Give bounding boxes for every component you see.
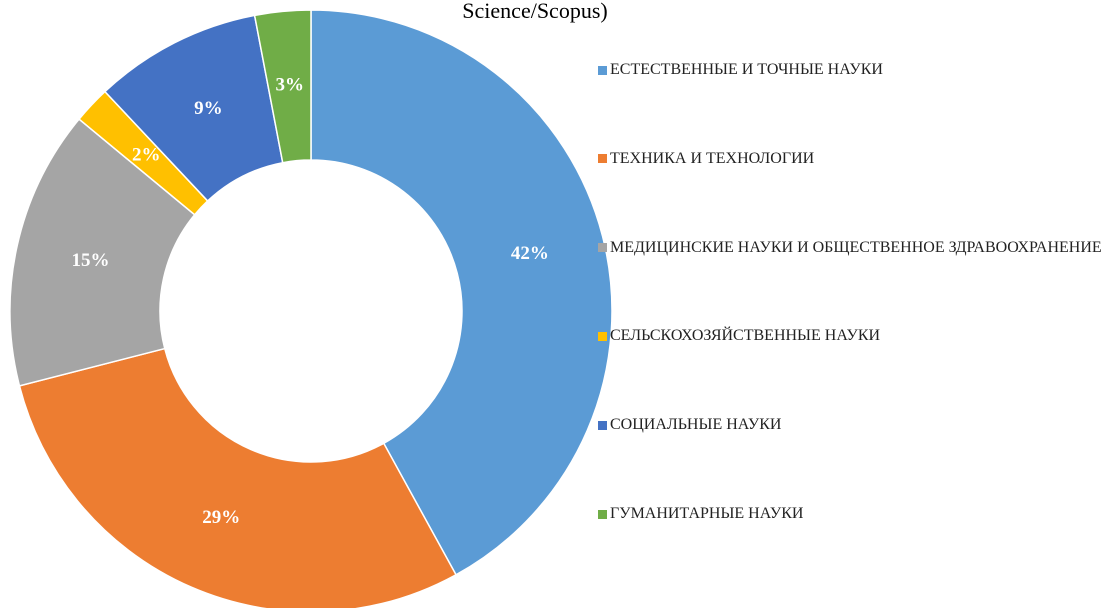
data-label: 9% xyxy=(194,98,223,119)
legend-item: МЕДИЦИНСКИЕ НАУКИ И ОБЩЕСТВЕННОЕ ЗДРАВОО… xyxy=(598,239,1117,257)
chart-title: Science/Scopus) xyxy=(462,0,607,23)
legend-swatch xyxy=(598,509,607,519)
data-label: 42% xyxy=(511,243,549,264)
legend-label: СОЦИАЛЬНЫЕ НАУКИ xyxy=(610,416,782,434)
data-label: 15% xyxy=(71,250,109,271)
legend-label: ЕСТЕСТВЕННЫЕ И ТОЧНЫЕ НАУКИ xyxy=(610,61,883,78)
slice xyxy=(253,9,312,164)
legend-swatch xyxy=(598,420,607,430)
data-label: 3% xyxy=(275,74,304,95)
data-label: 29% xyxy=(202,507,240,528)
legend-swatch xyxy=(598,65,607,75)
legend-label: МЕДИЦИНСКИЕ НАУКИ И ОБЩЕСТВЕННОЕ ЗДРАВОО… xyxy=(610,238,1102,256)
legend-item: СЕЛЬСКОХОЗЯЙСТВЕННЫЕ НАУКИ xyxy=(598,327,1117,345)
legend-label: ГУМАНИТАРНЫЕ НАУКИ xyxy=(610,505,804,522)
legend-item: СОЦИАЛЬНЫЕ НАУКИ xyxy=(598,416,1117,434)
slice xyxy=(18,347,458,608)
legend-label: ТЕХНИКА И ТЕХНОЛОГИИ xyxy=(610,149,815,167)
slice xyxy=(9,118,196,387)
slice xyxy=(310,9,613,576)
legend-item: ГУМАНИТАРНЫЕ НАУКИ xyxy=(598,505,1117,523)
data-label: 2% xyxy=(132,145,161,166)
legend-swatch xyxy=(598,243,607,253)
legend-swatch xyxy=(598,331,607,341)
legend-label: СЕЛЬСКОХОЗЯЙСТВЕННЫЕ НАУКИ xyxy=(610,327,881,345)
legend-swatch xyxy=(598,154,607,164)
legend-item: ЕСТЕСТВЕННЫЕ И ТОЧНЫЕ НАУКИ xyxy=(598,61,1117,79)
legend-item: ТЕХНИКА И ТЕХНОЛОГИИ xyxy=(598,150,1117,168)
